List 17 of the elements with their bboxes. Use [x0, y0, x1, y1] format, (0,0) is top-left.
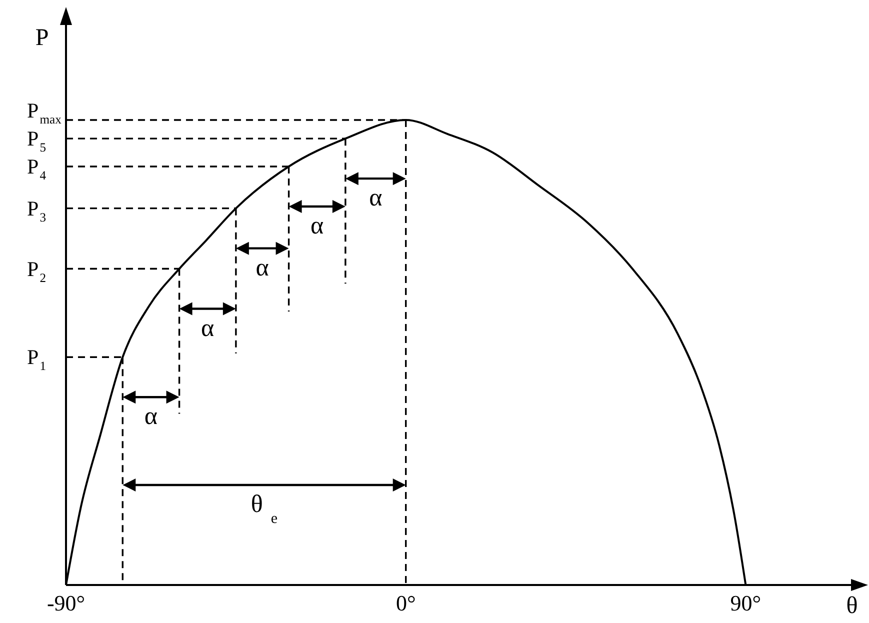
x-tick-label: -90°	[46, 590, 86, 616]
annotation: α	[369, 184, 382, 212]
ref-line-label: P$_{5}$	[27, 126, 46, 155]
x-tick-label: 90°	[730, 590, 762, 616]
x-axis-title: θ	[846, 593, 858, 619]
y-axis-title: P	[35, 25, 49, 51]
x-tick-label: 0°	[396, 590, 416, 616]
ref-line-label: P$_{2}$	[27, 256, 46, 286]
annotation: α	[201, 314, 214, 342]
ref-line-label: P$_{max}$	[27, 98, 62, 127]
annotation: α	[144, 403, 158, 430]
annotation: α	[256, 254, 269, 282]
ref-line-label: P$_{3}$	[27, 196, 46, 225]
ref-line-label: P$_{1}$	[27, 345, 46, 374]
annotation: α	[310, 212, 324, 240]
ref-line-label: P$_{4}$	[27, 154, 47, 183]
annotation: θ$_{e}$	[250, 491, 278, 528]
